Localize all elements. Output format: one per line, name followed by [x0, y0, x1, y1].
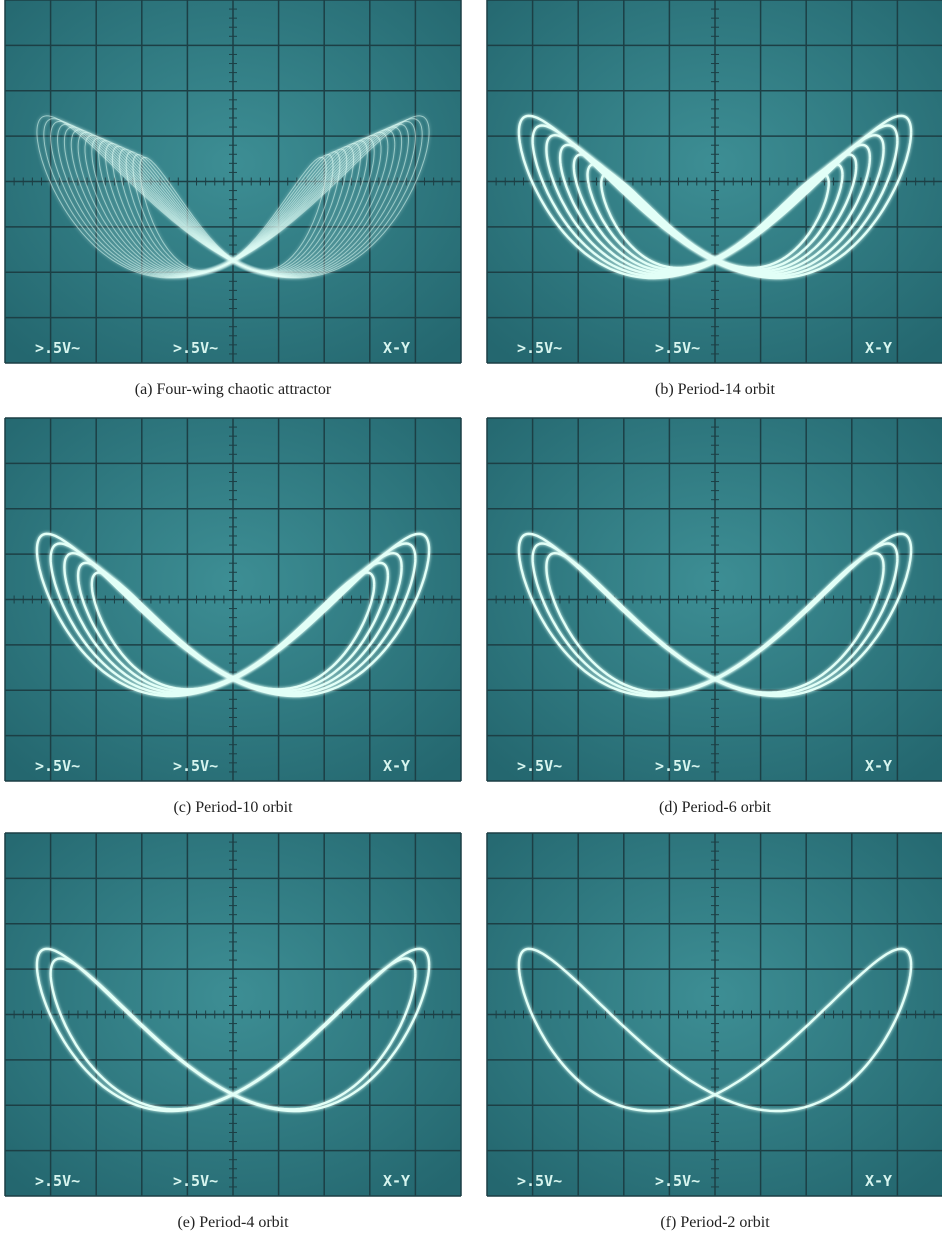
- screen-label: X-Y: [383, 339, 410, 357]
- screen-label: X-Y: [865, 339, 892, 357]
- screen-label: >.5V~: [517, 757, 562, 775]
- screen-label: >.5V~: [35, 1172, 80, 1190]
- screen-label: >.5V~: [655, 757, 700, 775]
- screen-label: X-Y: [865, 757, 892, 775]
- panel: >.5V~ >.5V~ X-Y (b) Period-14 orbit: [487, 0, 942, 398]
- panel: >.5V~ >.5V~ X-Y (f) Period-2 orbit: [487, 833, 942, 1231]
- caption: (a) Four-wing chaotic attractor: [135, 381, 332, 398]
- screen-label: >.5V~: [655, 1172, 700, 1190]
- panel: >.5V~ >.5V~ X-Y (d) Period-6 orbit: [487, 418, 942, 816]
- screen-label: >.5V~: [35, 757, 80, 775]
- screen-label: >.5V~: [173, 757, 218, 775]
- screen-label: X-Y: [865, 1172, 892, 1190]
- screen-label: >.5V~: [655, 339, 700, 357]
- screen-label: >.5V~: [517, 1172, 562, 1190]
- caption: (e) Period-4 orbit: [177, 1214, 289, 1231]
- page: {"panels": [ {"caption": "(a) Four-wing …: [0, 0, 942, 1235]
- caption: (b) Period-14 orbit: [655, 381, 776, 398]
- panel: >.5V~ >.5V~ X-Y (c) Period-10 orbit: [5, 418, 461, 816]
- caption: (c) Period-10 orbit: [173, 799, 293, 816]
- caption: (f) Period-2 orbit: [660, 1214, 770, 1231]
- figure: >.5V~ >.5V~ X-Y (a) Four-wing chaotic attra…: [0, 0, 942, 1235]
- screen-label: >.5V~: [517, 339, 562, 357]
- screen-label: >.5V~: [35, 339, 80, 357]
- caption: (d) Period-6 orbit: [659, 799, 772, 816]
- panel: >.5V~ >.5V~ X-Y (e) Period-4 orbit: [5, 833, 461, 1231]
- screen-label: X-Y: [383, 1172, 410, 1190]
- panel: >.5V~ >.5V~ X-Y (a) Four-wing chaotic attra…: [5, 0, 461, 398]
- screen-label: X-Y: [383, 757, 410, 775]
- screen-label: >.5V~: [173, 1172, 218, 1190]
- screen-label: >.5V~: [173, 339, 218, 357]
